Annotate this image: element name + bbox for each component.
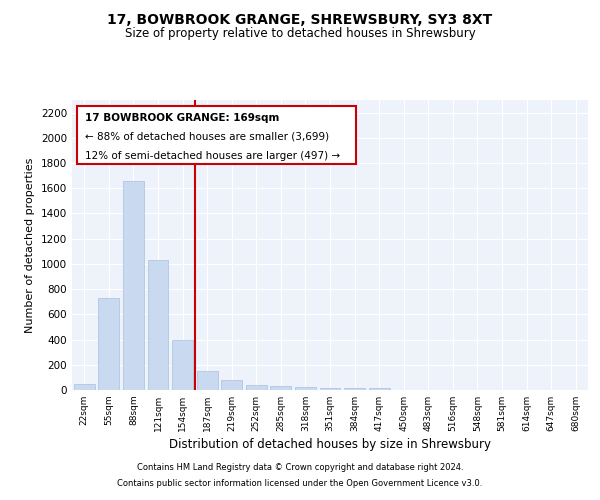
Text: Contains HM Land Registry data © Crown copyright and database right 2024.: Contains HM Land Registry data © Crown c…: [137, 464, 463, 472]
Bar: [197, 371, 218, 390]
Bar: [77, 106, 356, 164]
Bar: [271, 386, 292, 390]
Text: 17, BOWBROOK GRANGE, SHREWSBURY, SY3 8XT: 17, BOWBROOK GRANGE, SHREWSBURY, SY3 8XT: [107, 12, 493, 26]
Bar: [74, 384, 95, 390]
Bar: [368, 388, 389, 390]
Bar: [246, 384, 267, 390]
Bar: [172, 340, 193, 390]
Text: Size of property relative to detached houses in Shrewsbury: Size of property relative to detached ho…: [125, 28, 475, 40]
Text: 17 BOWBROOK GRANGE: 169sqm: 17 BOWBROOK GRANGE: 169sqm: [85, 113, 279, 123]
Bar: [320, 388, 340, 390]
Bar: [123, 180, 144, 390]
Text: 12% of semi-detached houses are larger (497) →: 12% of semi-detached houses are larger (…: [85, 151, 340, 161]
Text: Contains public sector information licensed under the Open Government Licence v3: Contains public sector information licen…: [118, 478, 482, 488]
Text: ← 88% of detached houses are smaller (3,699): ← 88% of detached houses are smaller (3,…: [85, 132, 329, 142]
Bar: [221, 380, 242, 390]
Bar: [98, 298, 119, 390]
Bar: [344, 388, 365, 390]
Bar: [295, 387, 316, 390]
X-axis label: Distribution of detached houses by size in Shrewsbury: Distribution of detached houses by size …: [169, 438, 491, 451]
Y-axis label: Number of detached properties: Number of detached properties: [25, 158, 35, 332]
Bar: [148, 260, 169, 390]
